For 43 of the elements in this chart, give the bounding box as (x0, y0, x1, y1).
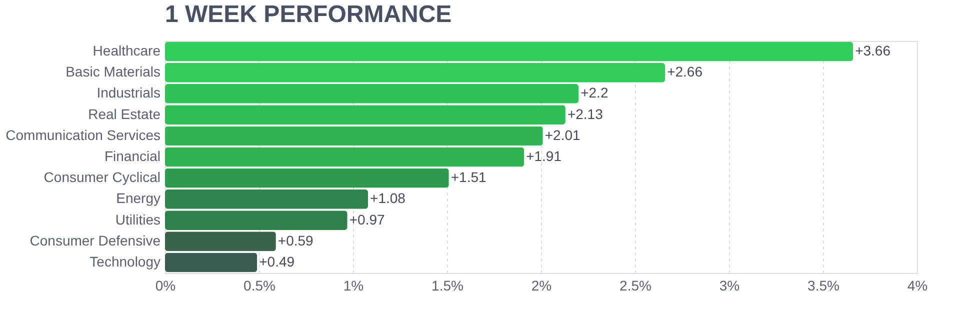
bar (165, 42, 854, 62)
x-tick-label: 4% (907, 278, 928, 294)
y-tick-label: Consumer Defensive (30, 232, 161, 248)
y-tick-label: Communication Services (6, 126, 160, 143)
data-label: +0.49 (259, 253, 295, 270)
y-tick-label: Industrials (96, 84, 160, 101)
bar (165, 210, 348, 230)
bar (165, 189, 368, 209)
y-tick-label: Financial (104, 148, 160, 164)
y-tick-label: Real Estate (88, 106, 161, 122)
bar (165, 84, 579, 104)
data-label: +0.97 (349, 211, 385, 228)
data-label: +2.13 (567, 106, 604, 122)
data-label: +1.91 (526, 148, 562, 164)
data-label: +1.08 (370, 190, 406, 206)
bar (165, 168, 449, 188)
data-label: +1.51 (450, 169, 487, 186)
chart-title: 1 WEEK PERFORMANCE (165, 1, 452, 28)
bar (165, 252, 258, 272)
y-tick-label: Energy (116, 190, 160, 206)
y-tick-label: Utilities (115, 211, 160, 228)
data-label: +2.2 (580, 84, 608, 101)
y-tick-label: Basic Materials (66, 64, 160, 80)
x-tick-label: 1% (343, 278, 364, 294)
data-label: +0.59 (278, 232, 314, 248)
x-tick-label: 1.5% (432, 278, 464, 294)
bar (165, 105, 566, 125)
x-tick-label: 2% (531, 278, 552, 294)
bar (165, 62, 666, 82)
x-tick-label: 3.5% (808, 278, 840, 294)
x-tick-label: 2.5% (620, 278, 652, 294)
bar (165, 126, 543, 146)
data-label: +2.01 (544, 126, 581, 143)
y-tick-label: Healthcare (92, 42, 161, 59)
y-tick-label: Consumer Cyclical (44, 169, 160, 186)
x-tick-label: 0% (155, 278, 176, 294)
x-tick-label: 3% (719, 278, 740, 294)
y-tick-label: Technology (90, 253, 160, 270)
data-label: +2.66 (667, 64, 703, 80)
data-label: +3.66 (855, 42, 891, 59)
bar (165, 147, 524, 167)
x-tick-label: 0.5% (244, 278, 276, 294)
bar (165, 232, 276, 252)
